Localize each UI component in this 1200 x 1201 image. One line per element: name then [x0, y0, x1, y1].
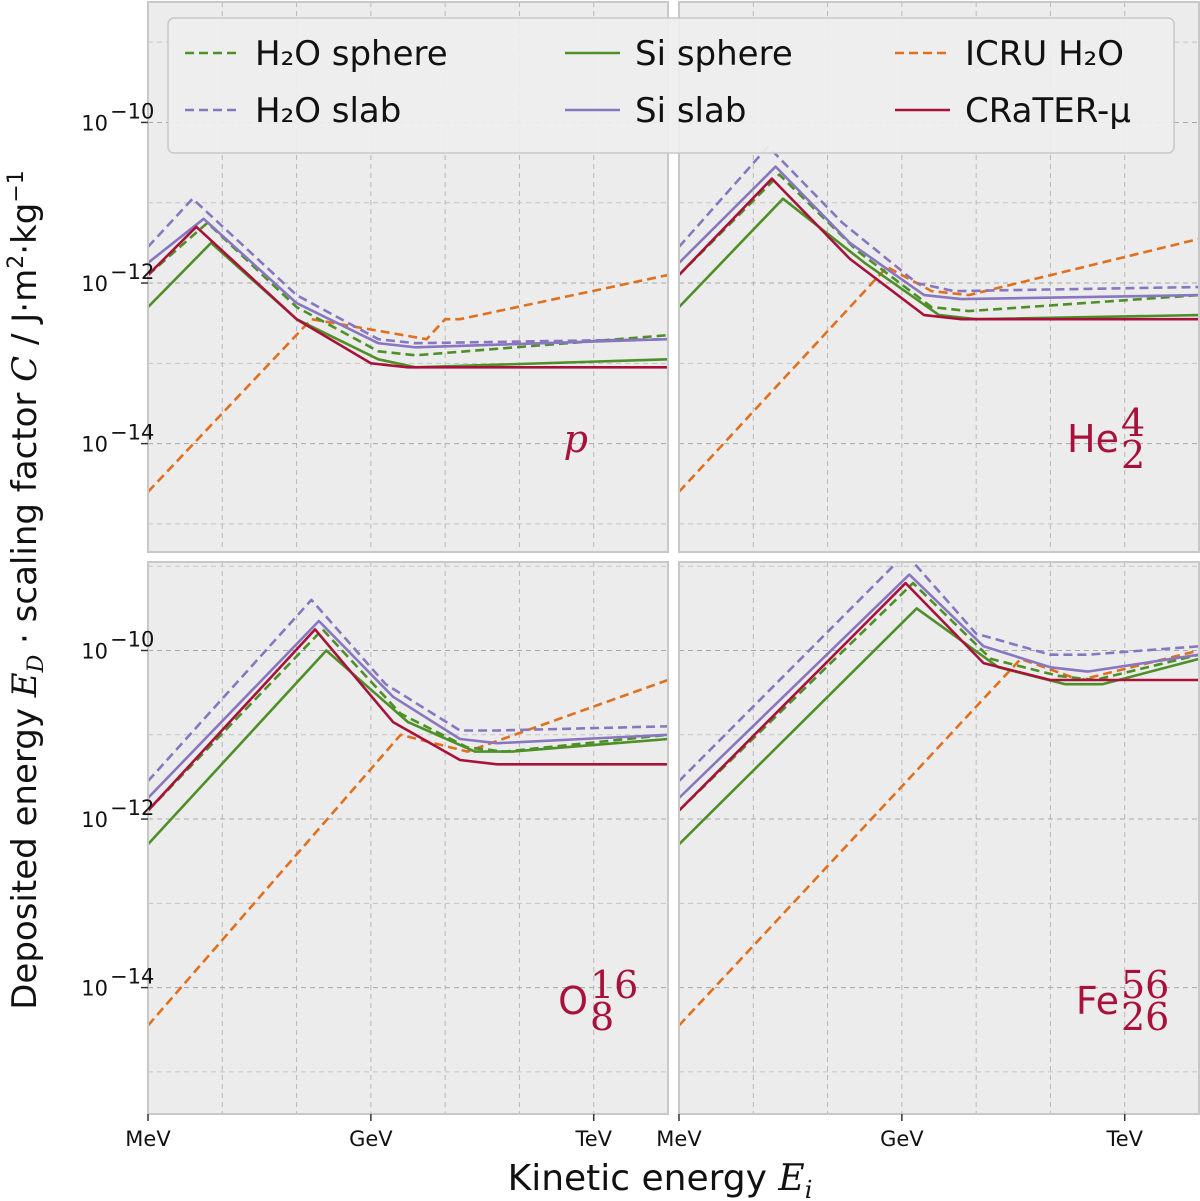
- particle-charge-number: 2: [1121, 433, 1145, 477]
- series-line-si_sphere: [148, 649, 668, 846]
- y-tick-exponent: −10: [110, 99, 154, 123]
- series-line-icru: [148, 678, 668, 1027]
- plot-background: [148, 562, 668, 1114]
- series-group: [148, 598, 668, 1027]
- series-group: [679, 145, 1199, 493]
- y-tick-exponent: −12: [110, 260, 154, 284]
- y-tick-exponent: −14: [110, 421, 154, 445]
- y-tick-label: 10: [81, 808, 108, 832]
- x-axis-label: Kinetic energy Ei: [508, 1158, 813, 1201]
- x-tick-label: TeV: [574, 1127, 612, 1151]
- y-tick-exponent: −10: [110, 627, 154, 651]
- series-line-si_slab: [679, 573, 1199, 799]
- legend-item-h2o_sphere: H₂O sphere: [185, 34, 448, 74]
- particle-mass-number: 16: [590, 963, 638, 1007]
- particle-mass-number: 56: [1121, 963, 1169, 1007]
- particle-mass-number: 4: [1121, 401, 1145, 445]
- panel-o: O 168: [147, 561, 669, 1115]
- y-tick-label: 10: [81, 977, 108, 1001]
- series-line-crater: [148, 628, 668, 812]
- series-line-h2o_sphere: [148, 628, 668, 812]
- series-line-crater: [679, 177, 1199, 321]
- series-line-crater: [679, 581, 1199, 812]
- particle-label: p: [564, 417, 588, 461]
- legend-label: ICRU H₂O: [965, 34, 1124, 74]
- series-line-h2o_slab: [148, 197, 668, 345]
- legend-item-si_sphere: Si sphere: [565, 34, 793, 74]
- series-line-icru: [148, 273, 668, 493]
- series-line-crater: [148, 225, 668, 369]
- legend-item-si_slab: Si slab: [565, 91, 746, 131]
- legend-label: Si slab: [635, 91, 746, 131]
- panel-frame: [147, 1, 669, 553]
- series-group: [148, 197, 668, 493]
- panel-frame: [678, 561, 1200, 1115]
- particle-label: Fe: [1076, 979, 1119, 1023]
- series-line-h2o_sphere: [679, 173, 1199, 313]
- y-tick-label: 10: [81, 272, 108, 296]
- series-line-h2o_slab: [148, 598, 668, 782]
- series-line-si_slab: [148, 217, 668, 349]
- x-tick-label: TeV: [1105, 1127, 1143, 1151]
- series-line-h2o_slab: [679, 562, 1199, 783]
- legend-label: Si sphere: [635, 34, 793, 74]
- particle-charge-number: 26: [1121, 995, 1169, 1039]
- particle-label: O: [558, 979, 588, 1023]
- series-line-si_sphere: [148, 241, 668, 369]
- legend-item-crater: CRaTER-μ: [895, 91, 1131, 131]
- y-axis-label: Deposited energy ED · scaling factor C /…: [4, 170, 49, 1010]
- panel-frame: [678, 1, 1200, 553]
- x-tick-label: GeV: [880, 1127, 924, 1151]
- particle-charge-number: 8: [590, 995, 614, 1039]
- series-line-h2o_sphere: [679, 581, 1199, 812]
- y-tick-label: 10: [81, 111, 108, 135]
- legend-label: H₂O slab: [255, 91, 401, 131]
- y-tick-exponent: −14: [110, 965, 154, 989]
- series-line-si_slab: [679, 165, 1199, 301]
- y-tick-label: 10: [81, 639, 108, 663]
- series-line-icru: [679, 649, 1199, 1027]
- y-tick-exponent: −12: [110, 796, 154, 820]
- series-group: [679, 562, 1199, 1027]
- x-tick-label: MeV: [656, 1127, 702, 1151]
- x-tick-label: MeV: [125, 1127, 171, 1151]
- legend-label: H₂O sphere: [255, 34, 448, 74]
- legend-item-icru: ICRU H₂O: [895, 34, 1124, 74]
- series-line-icru: [679, 237, 1199, 493]
- legend: H₂O sphere Si sphere ICRU H₂O H₂O slab Si sl…: [167, 17, 1175, 154]
- series-line-h2o_slab: [679, 145, 1199, 293]
- legend-label: CRaTER-μ: [965, 91, 1131, 131]
- legend-box: [167, 17, 1175, 154]
- series-line-si_slab: [148, 619, 668, 799]
- x-tick-label: GeV: [349, 1127, 393, 1151]
- legend-item-h2o_slab: H₂O slab: [185, 91, 401, 131]
- panel-frame: [147, 561, 669, 1115]
- particle-label: He: [1067, 417, 1119, 461]
- y-tick-label: 10: [81, 433, 108, 457]
